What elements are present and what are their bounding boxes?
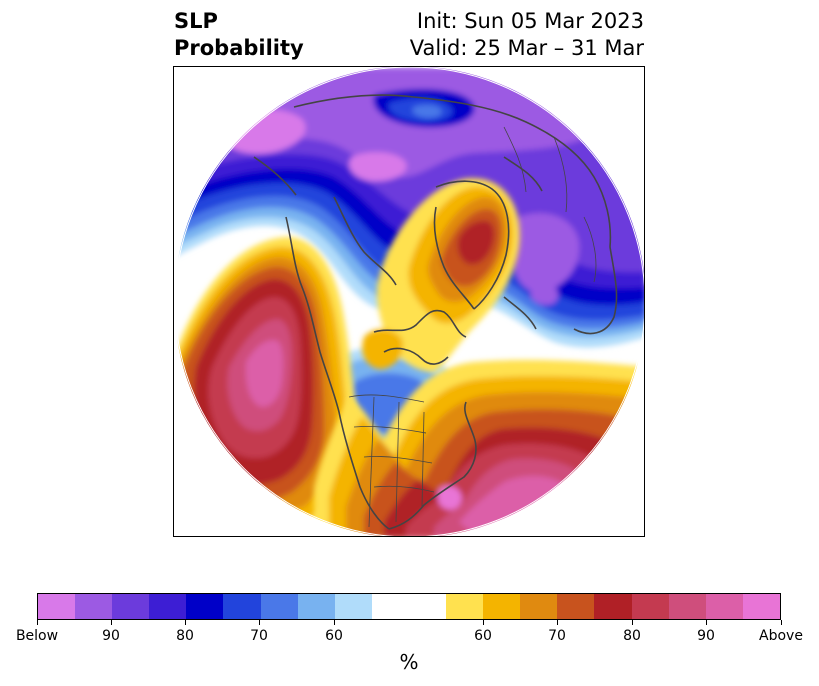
colorbar-tick-label: 60 <box>325 628 343 644</box>
colorbar-segment <box>631 594 669 619</box>
colorbar-tick <box>259 620 260 625</box>
colorbar-segment <box>705 594 743 619</box>
map-title: SLP Probability <box>174 8 304 62</box>
colorbar-segment <box>446 594 484 619</box>
colorbar-segment <box>742 594 780 619</box>
colorbar-segment <box>38 594 76 619</box>
forecast-dates: Init: Sun 05 Mar 2023 Valid: 25 Mar – 31… <box>410 8 644 62</box>
colorbar-tick <box>111 620 112 625</box>
colorbar-tick <box>706 620 707 625</box>
coastlines <box>253 94 618 530</box>
colorbar-tick <box>334 620 335 625</box>
probability-map <box>174 67 644 536</box>
colorbar-segment <box>520 594 558 619</box>
colorbar-segment <box>594 594 632 619</box>
colorbar-tick <box>781 620 782 625</box>
colorbar-segment <box>223 594 261 619</box>
map-panel <box>173 66 645 537</box>
colorbar-segment <box>334 594 372 619</box>
colorbar-tick-label: 70 <box>548 628 566 644</box>
colorbar-segment <box>557 594 595 619</box>
colorbar-tick-label: 70 <box>250 628 268 644</box>
colorbar-tick <box>185 620 186 625</box>
colorbar-tick-label: 60 <box>474 628 492 644</box>
colorbar-segment <box>75 594 113 619</box>
colorbar-tick <box>557 620 558 625</box>
colorbar-tick-label: Above <box>759 628 803 644</box>
colorbar-segment <box>149 594 187 619</box>
valid-range: Valid: 25 Mar – 31 Mar <box>409 36 644 60</box>
colorbar-segment <box>371 594 447 619</box>
init-date: Init: Sun 05 Mar 2023 <box>416 9 644 33</box>
colorbar-tick <box>483 620 484 625</box>
colorbar-segment <box>297 594 335 619</box>
product-label: Probability <box>174 36 304 60</box>
map-edge <box>174 67 644 536</box>
country-borders <box>348 126 597 528</box>
colorbar-segment <box>483 594 521 619</box>
colorbar-tick-label: 90 <box>697 628 715 644</box>
colorbar-segment <box>260 594 298 619</box>
colorbar <box>37 593 781 620</box>
below-normal-region <box>174 67 644 348</box>
colorbar-tick <box>37 620 38 625</box>
colorbar-tick-label: 80 <box>623 628 641 644</box>
colorbar-tick-label: 90 <box>102 628 120 644</box>
variable-label: SLP <box>174 9 218 33</box>
colorbar-segment <box>186 594 224 619</box>
colorbar-tick-label: 80 <box>176 628 194 644</box>
colorbar-tick-label: Below <box>15 628 59 644</box>
colorbar-tick <box>632 620 633 625</box>
colorbar-segment <box>668 594 706 619</box>
colorbar-unit-label: % <box>399 650 419 674</box>
colorbar-segment <box>112 594 150 619</box>
